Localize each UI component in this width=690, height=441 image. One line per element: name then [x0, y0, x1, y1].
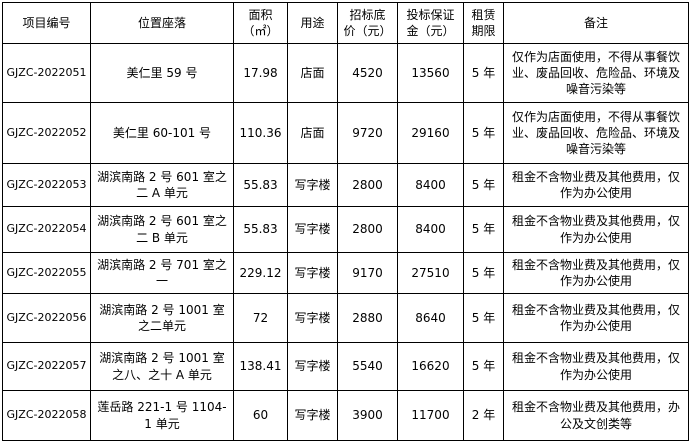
cell-lease-term: 5 年 — [463, 102, 504, 164]
cell-remark: 租金不含物业费及其他费用，办公及文创类等 — [503, 390, 689, 441]
cell-area: 138.41 — [233, 342, 288, 391]
cell-floor-price: 4520 — [337, 43, 398, 103]
table-row: GJZC-2022058 莲岳路 221-1 号 1104-1 单元 60 写字… — [2, 390, 689, 441]
cell-usage: 写字楼 — [287, 252, 338, 294]
cell-area: 17.98 — [233, 43, 288, 103]
cell-remark: 租金不含物业费及其他费用，仅作为办公使用 — [503, 252, 689, 294]
col-header-project-id: 项目编号 — [2, 2, 91, 44]
cell-project-id: GJZC-2022054 — [2, 206, 91, 253]
cell-lease-term: 5 年 — [463, 43, 504, 103]
cell-area: 110.36 — [233, 102, 288, 164]
cell-deposit: 29160 — [397, 102, 464, 164]
col-header-location: 位置座落 — [90, 2, 234, 44]
cell-floor-price: 9170 — [337, 252, 398, 294]
cell-remark: 租金不含物业费及其他费用，仅作为办公使用 — [503, 342, 689, 391]
cell-lease-term: 2 年 — [463, 390, 504, 441]
cell-usage: 店面 — [287, 43, 338, 103]
cell-project-id: GJZC-2022056 — [2, 293, 91, 343]
cell-floor-price: 2880 — [337, 293, 398, 343]
table-row: GJZC-2022051 美仁里 59 号 17.98 店面 4520 1356… — [2, 43, 689, 103]
cell-lease-term: 5 年 — [463, 206, 504, 253]
cell-location: 湖滨南路 2 号 1001 室之八、之十 A 单元 — [90, 342, 234, 391]
cell-usage: 写字楼 — [287, 390, 338, 441]
cell-floor-price: 2800 — [337, 206, 398, 253]
table-row: GJZC-2022053 湖滨南路 2 号 601 室之二 A 单元 55.83… — [2, 163, 689, 207]
table-row: GJZC-2022054 湖滨南路 2 号 601 室之二 B 单元 55.83… — [2, 206, 689, 253]
cell-floor-price: 5540 — [337, 342, 398, 391]
col-header-area: 面积 （㎡） — [233, 2, 288, 44]
cell-project-id: GJZC-2022057 — [2, 342, 91, 391]
col-header-deposit: 投标保证 金（元） — [397, 2, 464, 44]
cell-area: 55.83 — [233, 206, 288, 253]
cell-location: 湖滨南路 2 号 601 室之二 A 单元 — [90, 163, 234, 207]
cell-deposit: 16620 — [397, 342, 464, 391]
cell-location: 湖滨南路 2 号 1001 室之二单元 — [90, 293, 234, 343]
cell-deposit: 13560 — [397, 43, 464, 103]
cell-deposit: 11700 — [397, 390, 464, 441]
header-row: 项目编号 位置座落 面积 （㎡） 用途 招标底 价（元） 投标保证 金（元） 租… — [2, 2, 689, 44]
cell-project-id: GJZC-2022052 — [2, 102, 91, 164]
cell-location: 莲岳路 221-1 号 1104-1 单元 — [90, 390, 234, 441]
col-header-floor-price: 招标底 价（元） — [337, 2, 398, 44]
cell-location: 美仁里 59 号 — [90, 43, 234, 103]
cell-lease-term: 5 年 — [463, 293, 504, 343]
table-row: GJZC-2022052 美仁里 60-101 号 110.36 店面 9720… — [2, 102, 689, 164]
cell-remark: 租金不含物业费及其他费用，仅作为办公使用 — [503, 163, 689, 207]
cell-usage: 写字楼 — [287, 163, 338, 207]
cell-usage: 写字楼 — [287, 342, 338, 391]
cell-deposit: 27510 — [397, 252, 464, 294]
cell-area: 55.83 — [233, 163, 288, 207]
cell-location: 美仁里 60-101 号 — [90, 102, 234, 164]
cell-deposit: 8400 — [397, 206, 464, 253]
table-header: 项目编号 位置座落 面积 （㎡） 用途 招标底 价（元） 投标保证 金（元） 租… — [2, 2, 689, 44]
cell-remark: 仅作为店面使用，不得从事餐饮业、废品回收、危险品、环境及噪音污染等 — [503, 102, 689, 164]
cell-remark: 租金不含物业费及其他费用，仅作为办公使用 — [503, 293, 689, 343]
col-header-lease-term: 租赁 期限 — [463, 2, 504, 44]
table-body: GJZC-2022051 美仁里 59 号 17.98 店面 4520 1356… — [2, 43, 689, 441]
cell-usage: 写字楼 — [287, 293, 338, 343]
cell-deposit: 8400 — [397, 163, 464, 207]
table-row: GJZC-2022056 湖滨南路 2 号 1001 室之二单元 72 写字楼 … — [2, 293, 689, 343]
cell-floor-price: 3900 — [337, 390, 398, 441]
cell-location: 湖滨南路 2 号 601 室之二 B 单元 — [90, 206, 234, 253]
cell-floor-price: 9720 — [337, 102, 398, 164]
cell-deposit: 8640 — [397, 293, 464, 343]
cell-usage: 写字楼 — [287, 206, 338, 253]
cell-usage: 店面 — [287, 102, 338, 164]
cell-remark: 租金不含物业费及其他费用，仅作为办公使用 — [503, 206, 689, 253]
cell-lease-term: 5 年 — [463, 342, 504, 391]
cell-project-id: GJZC-2022055 — [2, 252, 91, 294]
table-row: GJZC-2022057 湖滨南路 2 号 1001 室之八、之十 A 单元 1… — [2, 342, 689, 391]
table-row: GJZC-2022055 湖滨南路 2 号 701 室之一 229.12 写字楼… — [2, 252, 689, 294]
cell-remark: 仅作为店面使用，不得从事餐饮业、废品回收、危险品、环境及噪音污染等 — [503, 43, 689, 103]
cell-area: 72 — [233, 293, 288, 343]
col-header-remark: 备注 — [503, 2, 689, 44]
cell-area: 60 — [233, 390, 288, 441]
cell-lease-term: 5 年 — [463, 252, 504, 294]
cell-project-id: GJZC-2022058 — [2, 390, 91, 441]
cell-project-id: GJZC-2022053 — [2, 163, 91, 207]
cell-area: 229.12 — [233, 252, 288, 294]
col-header-usage: 用途 — [287, 2, 338, 44]
cell-lease-term: 5 年 — [463, 163, 504, 207]
cell-project-id: GJZC-2022051 — [2, 43, 91, 103]
cell-location: 湖滨南路 2 号 701 室之一 — [90, 252, 234, 294]
cell-floor-price: 2800 — [337, 163, 398, 207]
